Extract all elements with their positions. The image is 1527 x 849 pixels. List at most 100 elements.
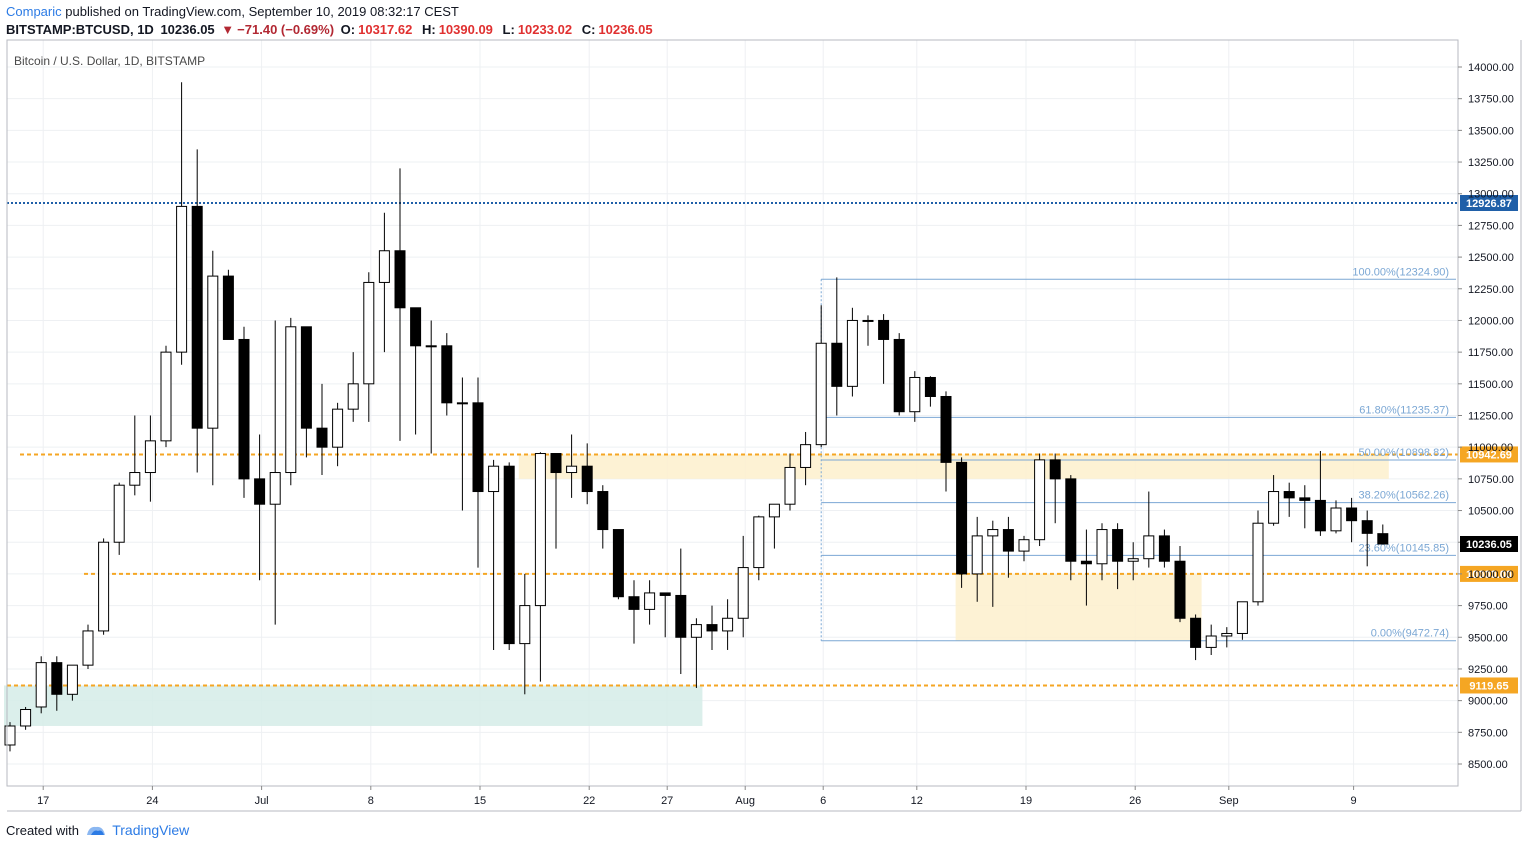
tradingview-brand-link[interactable]: TradingView [112,822,190,838]
x-tick-label: 19 [1020,795,1032,807]
publish-info: Comparic published on TradingView.com, S… [6,4,459,19]
author-link[interactable]: Comparic [6,4,62,19]
symbol-label: BITSTAMP:BTCUSD, 1D [6,22,154,37]
candle-body [722,617,734,632]
y-tick-label: 12500.00 [1468,252,1514,264]
x-tick-label: 6 [820,795,826,807]
y-tick-label: 11250.00 [1468,411,1513,423]
candle-body [35,662,47,708]
candle-body [581,465,593,493]
candle-body [347,383,359,410]
level-price-tag [1460,194,1518,211]
candle-body [924,376,936,397]
candle-body [1174,560,1186,619]
fib-level-label: 100.00%(12324.90) [1352,266,1449,278]
candle-body [160,351,172,442]
candles [4,82,1389,752]
candle-body [1346,507,1358,522]
candle-body [1221,632,1233,637]
y-tick-label: 12750.00 [1468,220,1514,232]
close-value: 10236.05 [598,22,653,37]
candle-body [1034,459,1046,541]
y-tick-label: 11000.00 [1468,442,1513,454]
candle-body [893,338,905,413]
candle-body [519,605,531,645]
candle-body [971,535,983,575]
candle-body [1127,558,1139,562]
last-price: 10236.05 [160,22,215,37]
chart-title: Bitcoin / U.S. Dollar, 1D, BITSTAMP [14,54,205,68]
price-zone [4,685,703,726]
y-tick-label: 10000.00 [1468,569,1514,581]
y-tick-label: 12000.00 [1468,315,1514,327]
y-tick-label: 13750.00 [1468,94,1514,106]
y-tick-label: 9500.00 [1468,632,1508,644]
candle-body [675,594,687,638]
candle-body [300,326,312,429]
level-price-label: 10942.69 [1466,449,1512,461]
y-tick-label: 8500.00 [1468,759,1508,771]
candle-body [1143,535,1155,560]
y-tick-label: 11500.00 [1468,379,1513,391]
candle-body [332,408,344,448]
candle-body [1283,491,1295,499]
level-price-label: 9119.65 [1469,680,1508,692]
candle-body [753,516,765,569]
candle-body [815,342,827,446]
x-tick-label: 8 [368,795,374,807]
candle-body [503,465,515,645]
level-price-label: 12926.87 [1466,198,1512,210]
x-tick-label: 15 [474,795,486,807]
y-tick-label: 9250.00 [1468,664,1508,676]
candle-body [176,205,188,353]
fib-level-label: 0.00%(9472.74) [1371,628,1449,640]
fib-level-label: 38.20%(10562.26) [1358,490,1449,502]
y-tick-label: 9750.00 [1468,601,1508,613]
y-tick-label: 8750.00 [1468,727,1508,739]
candle-body [1065,478,1077,562]
candle-body [784,466,796,505]
candle-body [706,624,718,632]
candle-body [1252,522,1264,603]
footer: Created with TradingView [6,822,189,840]
symbol-info: BITSTAMP:BTCUSD, 1D 10236.05 ▼ −71.40 (−0… [6,22,659,37]
candle-body [1268,491,1280,524]
x-tick-label: Sep [1219,795,1239,807]
candle-body [1080,560,1092,565]
candle-body [238,338,250,480]
candle-body [846,319,858,387]
candle-body [690,624,702,638]
candle-body [472,402,484,493]
open-value: 10317.62 [358,22,413,37]
candle-body [82,630,94,666]
zones [4,454,1389,726]
fib-level-label: 50.00%(10898.82) [1358,447,1449,459]
candle-body [1361,520,1373,534]
down-arrow-icon: ▼ [221,22,235,37]
candle-body [659,592,671,596]
x-tick-label: 26 [1129,795,1141,807]
candle-body [628,596,640,610]
open-label: O: [340,22,356,37]
candle-body [66,664,78,695]
candle-body [20,709,32,727]
candle-body [612,529,624,598]
created-with-text: Created with [6,823,79,838]
candle-body [597,491,609,531]
candle-body [644,592,656,610]
y-tick-label: 13000.00 [1468,189,1514,201]
candle-body [1158,535,1170,562]
candle-body [456,402,468,405]
candle-body [410,307,422,347]
candle-body [98,541,110,632]
level-price-tag [1460,565,1518,582]
candle-body [488,465,500,493]
candle-body [363,281,375,385]
y-tick-label: 14000.00 [1468,62,1514,74]
candle-body [269,472,281,505]
candle-body [862,319,874,322]
candle-body [113,484,125,543]
horizontal-levels: 12926.87 10942.69 10000.00 9119.65 [7,194,1518,694]
y-tick-label: 10500.00 [1468,506,1514,518]
